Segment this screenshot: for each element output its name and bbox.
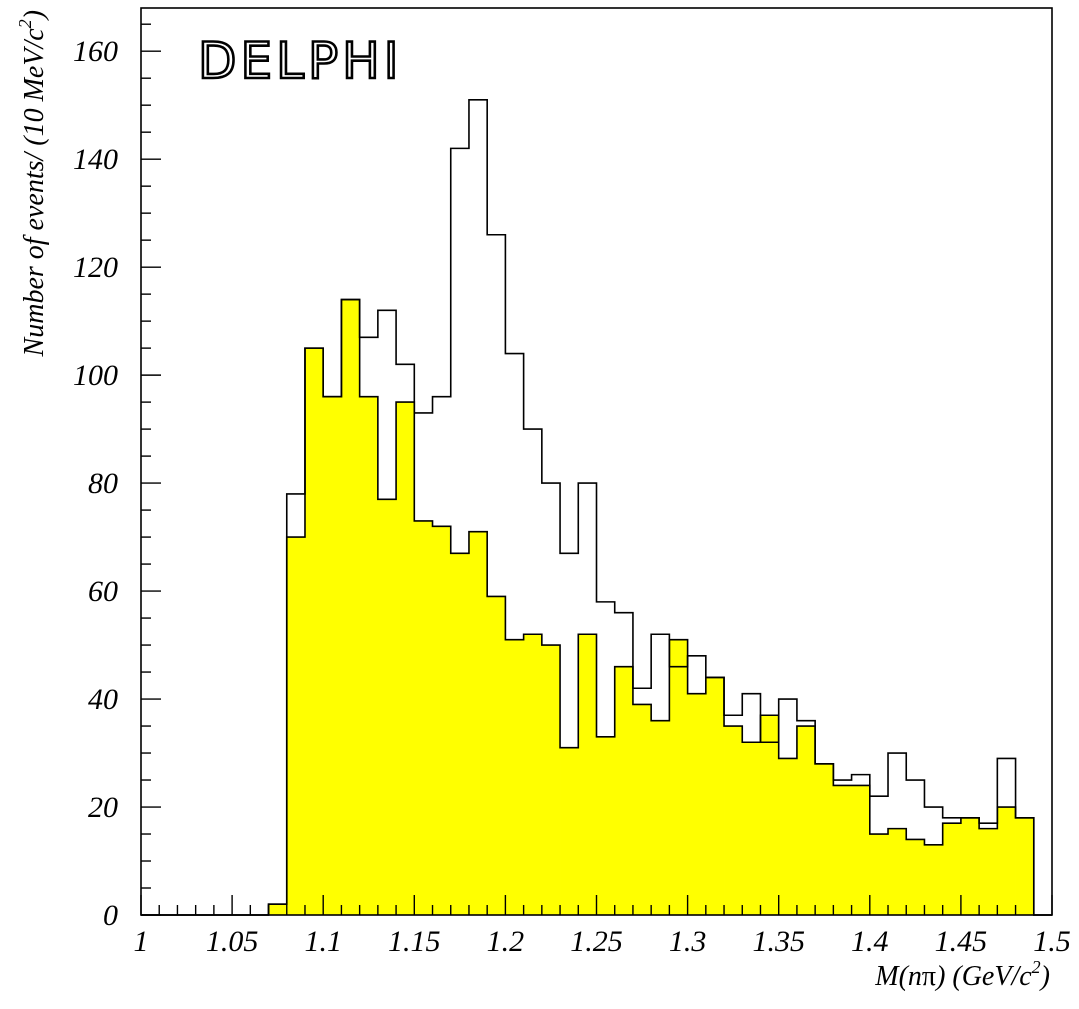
filled-bar bbox=[414, 520, 433, 915]
filled-bar bbox=[833, 785, 852, 915]
y-tick-label: 160 bbox=[73, 35, 118, 68]
filled-bar bbox=[997, 807, 1016, 915]
y-tick-label: 80 bbox=[88, 467, 118, 500]
filled-bar bbox=[651, 720, 670, 915]
y-tick-label: 120 bbox=[73, 251, 118, 284]
x-tick-label: 1.45 bbox=[935, 925, 988, 958]
filled-bar bbox=[304, 348, 324, 916]
filled-bar bbox=[924, 844, 944, 915]
filled-bar bbox=[323, 396, 342, 916]
filled-histogram-bars bbox=[268, 299, 1035, 916]
filled-bar bbox=[359, 396, 379, 916]
open-histogram-outline bbox=[141, 98, 1052, 916]
axis-tick-labels: 1 1.05 1.1 1.15 1.2 1.25 1.3 1.35 1.4 1.45 1.5 0 20 4… bbox=[73, 35, 1071, 958]
filled-bar bbox=[687, 693, 707, 915]
filled-bar bbox=[377, 499, 397, 915]
y-tick-label: 140 bbox=[73, 143, 118, 176]
filled-bar bbox=[596, 736, 616, 915]
filled-bar bbox=[614, 666, 634, 915]
x-tick-label: 1.5 bbox=[1033, 925, 1071, 958]
filled-bar bbox=[468, 531, 488, 915]
filled-bar bbox=[724, 726, 743, 915]
x-tick-label: 1.2 bbox=[487, 925, 525, 958]
filled-bar bbox=[341, 299, 361, 915]
filled-bar bbox=[669, 639, 688, 915]
filled-bar bbox=[778, 758, 798, 915]
filled-bar bbox=[760, 715, 780, 915]
filled-bar bbox=[286, 537, 306, 915]
filled-bar bbox=[979, 828, 998, 915]
filled-bar bbox=[541, 645, 561, 915]
filled-bar bbox=[523, 634, 543, 915]
filled-bar bbox=[632, 704, 652, 915]
filled-bar bbox=[450, 553, 470, 915]
filled-bar bbox=[578, 634, 597, 915]
x-tick-label: 1.05 bbox=[206, 925, 259, 958]
filled-bar bbox=[1015, 817, 1035, 915]
y-tick-label: 0 bbox=[103, 899, 118, 932]
y-tick-label: 20 bbox=[88, 791, 118, 824]
filled-bar bbox=[705, 677, 725, 915]
x-tick-label: 1 bbox=[134, 925, 149, 958]
filled-bar bbox=[851, 785, 871, 915]
y-tick-label: 60 bbox=[88, 575, 118, 608]
filled-bar bbox=[960, 817, 980, 915]
filled-bar bbox=[906, 839, 925, 915]
x-tick-label: 1.15 bbox=[388, 925, 441, 958]
x-tick-label: 1.3 bbox=[669, 925, 707, 958]
filled-bar bbox=[942, 823, 962, 915]
filled-bar bbox=[396, 402, 415, 915]
x-tick-label: 1.25 bbox=[570, 925, 623, 958]
filled-bar bbox=[742, 742, 761, 915]
y-tick-label: 100 bbox=[73, 359, 118, 392]
filled-bar bbox=[432, 526, 452, 915]
x-tick-label: 1.35 bbox=[752, 925, 805, 958]
x-tick-label: 1.1 bbox=[304, 925, 342, 958]
filled-bar bbox=[268, 904, 288, 915]
filled-bar bbox=[505, 639, 525, 915]
x-tick-label: 1.4 bbox=[851, 925, 889, 958]
filled-bar bbox=[796, 726, 816, 915]
filled-bar bbox=[888, 828, 907, 915]
delphi-logo: DELPHI bbox=[198, 32, 402, 90]
axis-ticks bbox=[140, 23, 1053, 916]
filled-bar bbox=[487, 596, 506, 915]
y-tick-label: 40 bbox=[88, 683, 118, 716]
x-axis-label: M(nπ) (GeV/c2) bbox=[874, 957, 1050, 992]
y-axis-label: Number of events/ (10 MeV/c2) bbox=[15, 10, 50, 357]
filled-bar bbox=[560, 747, 579, 915]
filled-bar bbox=[869, 834, 889, 915]
filled-bar bbox=[815, 763, 834, 915]
